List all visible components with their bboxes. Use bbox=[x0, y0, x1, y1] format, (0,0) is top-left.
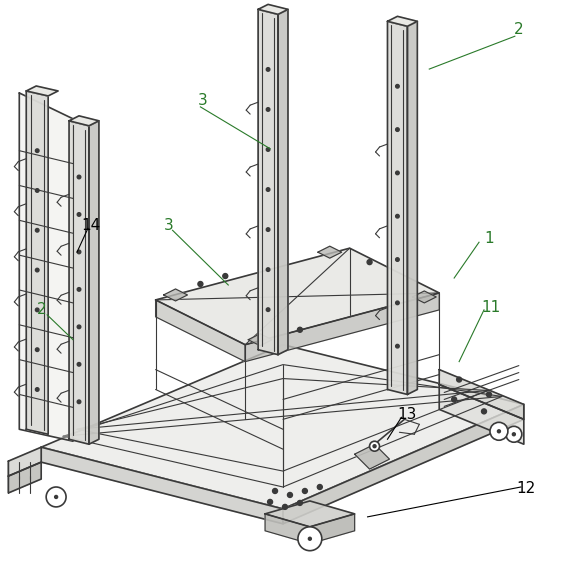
Circle shape bbox=[198, 282, 203, 287]
Circle shape bbox=[481, 409, 486, 414]
Circle shape bbox=[36, 228, 39, 232]
Polygon shape bbox=[164, 289, 188, 301]
Polygon shape bbox=[26, 86, 58, 96]
Polygon shape bbox=[439, 384, 524, 444]
Polygon shape bbox=[388, 21, 407, 395]
Polygon shape bbox=[439, 369, 524, 419]
Circle shape bbox=[36, 308, 39, 312]
Circle shape bbox=[266, 228, 270, 231]
Circle shape bbox=[373, 445, 376, 448]
Polygon shape bbox=[258, 9, 278, 355]
Polygon shape bbox=[26, 91, 48, 435]
Text: 3: 3 bbox=[164, 218, 173, 233]
Circle shape bbox=[396, 258, 399, 262]
Circle shape bbox=[46, 487, 66, 507]
Polygon shape bbox=[155, 300, 245, 361]
Polygon shape bbox=[265, 514, 310, 544]
Polygon shape bbox=[283, 404, 524, 524]
Circle shape bbox=[506, 427, 522, 442]
Polygon shape bbox=[265, 501, 355, 527]
Polygon shape bbox=[388, 17, 418, 26]
Circle shape bbox=[36, 149, 39, 152]
Polygon shape bbox=[248, 334, 272, 345]
Polygon shape bbox=[8, 447, 41, 476]
Circle shape bbox=[77, 288, 81, 291]
Polygon shape bbox=[278, 9, 288, 355]
Circle shape bbox=[77, 400, 81, 404]
Circle shape bbox=[297, 327, 302, 332]
Circle shape bbox=[36, 268, 39, 272]
Circle shape bbox=[396, 85, 399, 88]
Polygon shape bbox=[69, 121, 89, 444]
Circle shape bbox=[36, 188, 39, 192]
Circle shape bbox=[367, 260, 372, 264]
Circle shape bbox=[266, 148, 270, 151]
Circle shape bbox=[298, 527, 322, 550]
Circle shape bbox=[77, 250, 81, 254]
Text: 2: 2 bbox=[36, 303, 46, 317]
Circle shape bbox=[396, 171, 399, 175]
Circle shape bbox=[266, 268, 270, 271]
Polygon shape bbox=[69, 116, 99, 126]
Circle shape bbox=[266, 308, 270, 311]
Polygon shape bbox=[310, 514, 355, 544]
Polygon shape bbox=[8, 462, 41, 493]
Polygon shape bbox=[407, 21, 418, 395]
Polygon shape bbox=[41, 447, 283, 524]
Circle shape bbox=[223, 274, 228, 279]
Text: 2: 2 bbox=[514, 22, 524, 37]
Circle shape bbox=[282, 504, 288, 509]
Circle shape bbox=[77, 325, 81, 329]
Polygon shape bbox=[245, 293, 439, 361]
Text: 13: 13 bbox=[398, 407, 417, 422]
Circle shape bbox=[297, 500, 302, 505]
Text: 11: 11 bbox=[481, 300, 501, 315]
Polygon shape bbox=[89, 121, 99, 444]
Circle shape bbox=[490, 423, 508, 440]
Circle shape bbox=[451, 397, 457, 402]
Text: 12: 12 bbox=[516, 481, 536, 497]
Text: 3: 3 bbox=[198, 94, 207, 108]
Circle shape bbox=[77, 363, 81, 366]
Circle shape bbox=[77, 212, 81, 216]
Circle shape bbox=[396, 128, 399, 131]
Circle shape bbox=[302, 489, 307, 493]
Circle shape bbox=[370, 441, 380, 451]
Polygon shape bbox=[41, 345, 524, 509]
Circle shape bbox=[396, 301, 399, 305]
Circle shape bbox=[266, 188, 270, 191]
Circle shape bbox=[268, 500, 272, 504]
Polygon shape bbox=[258, 5, 288, 14]
Text: 14: 14 bbox=[81, 218, 101, 233]
Circle shape bbox=[457, 377, 462, 382]
Circle shape bbox=[512, 433, 515, 436]
Polygon shape bbox=[155, 248, 439, 345]
Circle shape bbox=[266, 67, 270, 71]
Circle shape bbox=[497, 430, 501, 433]
Circle shape bbox=[396, 215, 399, 218]
Polygon shape bbox=[19, 93, 73, 441]
Polygon shape bbox=[412, 291, 436, 303]
Circle shape bbox=[272, 489, 277, 493]
Circle shape bbox=[36, 348, 39, 352]
Circle shape bbox=[77, 175, 81, 179]
Circle shape bbox=[55, 496, 58, 498]
Circle shape bbox=[266, 108, 270, 111]
Circle shape bbox=[308, 537, 311, 540]
Polygon shape bbox=[318, 246, 342, 258]
Circle shape bbox=[36, 388, 39, 391]
Polygon shape bbox=[355, 444, 389, 469]
Text: 1: 1 bbox=[484, 231, 494, 246]
Circle shape bbox=[486, 392, 492, 397]
Circle shape bbox=[288, 492, 293, 497]
Circle shape bbox=[318, 485, 322, 489]
Circle shape bbox=[396, 344, 399, 348]
